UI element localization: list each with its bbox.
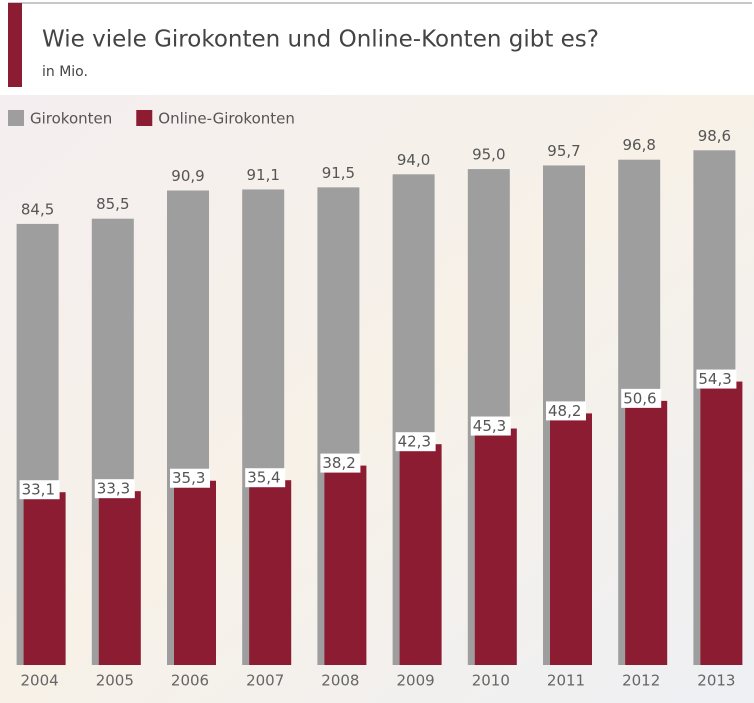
- value-label-bg: [696, 369, 737, 389]
- value-label: 85,5: [96, 195, 129, 213]
- value-label: 45,3: [473, 417, 506, 435]
- value-label-bg: [19, 480, 60, 500]
- x-tick-label: 2005: [96, 672, 134, 690]
- value-label-bg: [546, 401, 586, 421]
- legend-label: Girokonten: [30, 110, 112, 128]
- value-label: 33,3: [97, 480, 130, 498]
- value-label-bg: [245, 468, 286, 488]
- x-tick-label: 2008: [321, 672, 359, 690]
- bar: [98, 491, 141, 665]
- x-tick-label: 2011: [547, 672, 585, 690]
- value-label: 98,6: [698, 127, 731, 145]
- bar: [550, 413, 592, 665]
- x-tick-label: 2012: [622, 672, 660, 690]
- value-label-bg: [470, 416, 511, 436]
- value-label-bg: [395, 432, 436, 452]
- value-label: 35,3: [172, 469, 205, 487]
- value-label: 95,7: [547, 142, 580, 160]
- bar: [23, 492, 66, 665]
- x-tick-label: 2009: [397, 672, 435, 690]
- value-label-bg: [621, 388, 662, 408]
- value-label: 94,0: [397, 151, 430, 169]
- value-label: 35,4: [247, 469, 280, 487]
- value-label: 96,8: [622, 136, 655, 154]
- legend-swatch: [8, 110, 24, 126]
- bar: [249, 480, 292, 665]
- value-label: 54,3: [698, 370, 731, 388]
- bar: [174, 480, 216, 665]
- title-accent: [8, 3, 22, 87]
- x-tick-label: 2013: [697, 672, 735, 690]
- x-tick-label: 2007: [246, 672, 284, 690]
- value-label-bg: [170, 468, 210, 488]
- chart-title: Wie viele Girokonten und Online-Konten g…: [42, 27, 599, 53]
- value-label: 50,6: [623, 389, 656, 407]
- legend-swatch: [136, 110, 153, 126]
- plot: 84,5 85,5 90,9 91,1 91,5 94,0 95,0 95,7 96,8 98,6…: [16, 127, 743, 690]
- value-label: 91,1: [246, 166, 279, 184]
- bar: [399, 444, 442, 665]
- bar: [700, 381, 743, 665]
- value-label: 84,5: [21, 200, 54, 218]
- x-tick-label: 2010: [472, 672, 510, 690]
- legend-label: Online-Girokonten: [158, 110, 295, 128]
- value-label-bg: [94, 479, 135, 499]
- value-label: 95,0: [472, 146, 505, 164]
- legend: Girokonten Online-Girokonten: [8, 110, 295, 128]
- value-label-bg: [320, 453, 361, 473]
- value-label: 48,2: [548, 402, 581, 420]
- bar: [324, 465, 367, 665]
- x-tick-label: 2004: [21, 672, 59, 690]
- value-label: 90,9: [171, 167, 204, 185]
- x-tick-label: 2006: [171, 672, 209, 690]
- bar: [625, 400, 668, 665]
- chart-subtitle: in Mio.: [42, 64, 88, 80]
- value-label: 91,5: [322, 164, 355, 182]
- value-label: 42,3: [398, 433, 431, 451]
- value-label: 38,2: [322, 454, 355, 472]
- value-label: 33,1: [22, 481, 55, 499]
- bar: [474, 428, 517, 665]
